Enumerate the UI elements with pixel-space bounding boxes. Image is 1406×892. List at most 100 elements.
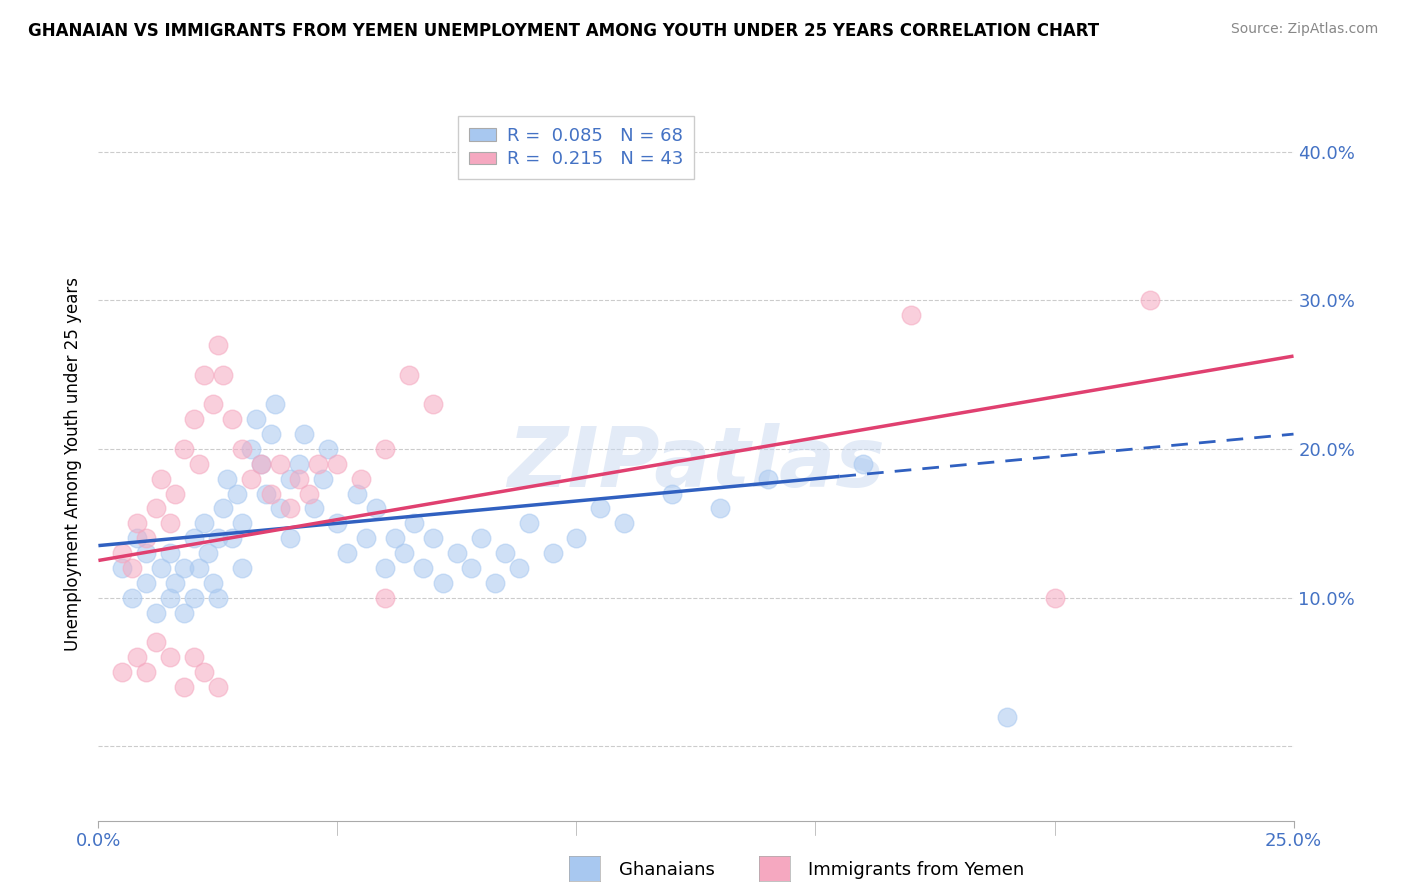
Point (207, 531, 229, 545)
Point (163, 486, 186, 500)
Point (709, 501, 731, 516)
Point (226, 486, 249, 500)
Point (613, 516, 636, 531)
Point (269, 501, 291, 516)
Point (298, 486, 321, 500)
Point (364, 501, 387, 516)
Text: GHANAIAN VS IMMIGRANTS FROM YEMEN UNEMPLOYMENT AMONG YOUTH UNDER 25 YEARS CORREL: GHANAIAN VS IMMIGRANTS FROM YEMEN UNEMPL… (28, 22, 1099, 40)
Point (394, 546, 416, 560)
Point (197, 546, 219, 560)
Point (202, 397, 225, 411)
Point (183, 591, 205, 605)
Point (187, 561, 209, 575)
Point (111, 546, 134, 560)
Point (1139, 293, 1161, 308)
Point (384, 531, 406, 545)
Point (231, 442, 253, 456)
Point (207, 338, 229, 352)
Point (259, 486, 281, 500)
Point (852, 457, 875, 471)
Point (145, 635, 167, 649)
Legend: R =  0.085   N = 68, R =  0.215   N = 43: R = 0.085 N = 68, R = 0.215 N = 43 (458, 116, 695, 179)
Point (374, 442, 396, 456)
Point (278, 501, 301, 516)
Text: Immigrants from Yemen: Immigrants from Yemen (808, 861, 1025, 879)
Point (240, 472, 263, 486)
Point (422, 531, 444, 545)
Point (565, 531, 588, 545)
Point (163, 575, 186, 590)
Point (193, 368, 215, 382)
Point (259, 427, 281, 442)
Point (173, 561, 195, 575)
Point (589, 501, 612, 516)
Point (231, 561, 253, 575)
Point (312, 472, 335, 486)
Point (217, 472, 239, 486)
Point (149, 472, 172, 486)
Point (159, 546, 181, 560)
Point (207, 680, 229, 694)
Point (193, 516, 215, 531)
Point (202, 575, 225, 590)
Point (240, 442, 263, 456)
Point (254, 486, 277, 500)
Point (354, 531, 377, 545)
Y-axis label: Unemployment Among Youth under 25 years: Unemployment Among Youth under 25 years (65, 277, 83, 651)
Point (125, 531, 148, 545)
Text: ZIPatlas: ZIPatlas (508, 424, 884, 504)
Point (412, 561, 434, 575)
Text: Ghanaians: Ghanaians (619, 861, 714, 879)
Point (288, 472, 311, 486)
Point (135, 531, 157, 545)
Point (278, 472, 301, 486)
Point (508, 561, 530, 575)
Point (145, 606, 167, 620)
Point (541, 546, 564, 560)
Point (250, 457, 273, 471)
Point (661, 486, 683, 500)
Point (288, 457, 311, 471)
Point (756, 472, 779, 486)
Point (326, 516, 349, 531)
Point (484, 575, 506, 590)
Point (159, 591, 181, 605)
Point (1043, 591, 1066, 605)
Point (517, 516, 540, 531)
Point (460, 561, 482, 575)
Point (211, 501, 233, 516)
Point (221, 412, 243, 426)
Point (470, 531, 492, 545)
Point (432, 575, 454, 590)
Point (346, 486, 368, 500)
Point (278, 531, 301, 545)
Point (446, 546, 468, 560)
Point (111, 561, 134, 575)
Point (193, 665, 215, 679)
Point (995, 709, 1018, 723)
Point (374, 591, 396, 605)
Point (145, 501, 167, 516)
Point (173, 442, 195, 456)
Point (398, 368, 420, 382)
Point (326, 457, 349, 471)
Point (173, 606, 195, 620)
Point (250, 457, 273, 471)
Point (264, 397, 287, 411)
Point (187, 457, 209, 471)
Point (111, 665, 134, 679)
Point (269, 457, 291, 471)
Point (221, 531, 243, 545)
Point (183, 650, 205, 665)
Point (900, 308, 922, 322)
Point (245, 412, 267, 426)
Point (336, 546, 359, 560)
Point (159, 516, 181, 531)
Point (494, 546, 516, 560)
Point (173, 680, 195, 694)
Point (125, 650, 148, 665)
Point (135, 575, 157, 590)
Point (135, 546, 157, 560)
Point (350, 472, 373, 486)
Point (374, 561, 396, 575)
